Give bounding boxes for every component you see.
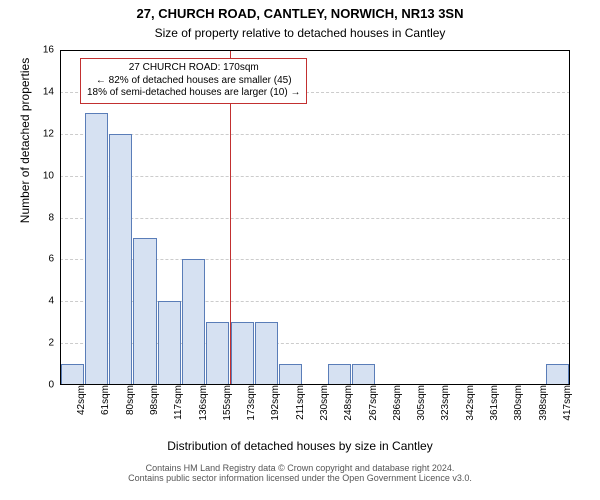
- y-tick-label: 4: [48, 296, 60, 307]
- x-tick-label: 342sqm: [461, 385, 476, 421]
- y-tick-label: 14: [43, 86, 60, 97]
- y-axis-label: Number of detached properties: [18, 0, 32, 308]
- y-tick-label: 2: [48, 338, 60, 349]
- x-tick-label: 230sqm: [315, 385, 330, 421]
- y-tick-label: 16: [43, 45, 60, 56]
- x-tick-label: 173sqm: [242, 385, 257, 421]
- x-tick-label: 136sqm: [194, 385, 209, 421]
- plot-area: 024681012141642sqm61sqm80sqm98sqm117sqm1…: [60, 50, 570, 385]
- x-tick-label: 61sqm: [96, 385, 111, 415]
- x-tick-label: 361sqm: [485, 385, 500, 421]
- y-tick-label: 8: [48, 212, 60, 223]
- x-tick-label: 267sqm: [364, 385, 379, 421]
- x-tick-label: 323sqm: [436, 385, 451, 421]
- chart-container: 27, CHURCH ROAD, CANTLEY, NORWICH, NR13 …: [0, 0, 600, 500]
- x-tick-label: 305sqm: [412, 385, 427, 421]
- x-tick-label: 80sqm: [121, 385, 136, 415]
- x-tick-label: 380sqm: [509, 385, 524, 421]
- x-tick-label: 98sqm: [145, 385, 160, 415]
- x-tick-label: 155sqm: [218, 385, 233, 421]
- y-tick-label: 12: [43, 128, 60, 139]
- x-tick-label: 42sqm: [72, 385, 87, 415]
- x-tick-label: 286sqm: [388, 385, 403, 421]
- x-tick-label: 398sqm: [534, 385, 549, 421]
- y-tick-label: 0: [48, 380, 60, 391]
- x-tick-label: 192sqm: [266, 385, 281, 421]
- x-tick-label: 117sqm: [169, 385, 184, 420]
- x-axis-label: Distribution of detached houses by size …: [0, 439, 600, 453]
- footer-attribution: Contains HM Land Registry data © Crown c…: [0, 463, 600, 483]
- plot-border: [60, 50, 570, 385]
- chart-title: 27, CHURCH ROAD, CANTLEY, NORWICH, NR13 …: [0, 6, 600, 21]
- x-tick-label: 248sqm: [339, 385, 354, 421]
- y-tick-label: 6: [48, 254, 60, 265]
- x-tick-label: 211sqm: [291, 385, 306, 420]
- x-tick-label: 417sqm: [558, 385, 573, 421]
- chart-subtitle: Size of property relative to detached ho…: [0, 26, 600, 40]
- y-tick-label: 10: [43, 170, 60, 181]
